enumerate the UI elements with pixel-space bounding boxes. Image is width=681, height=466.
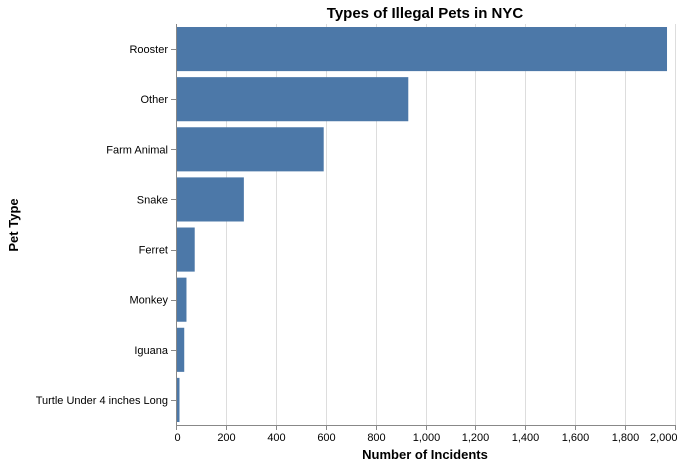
x-tick-label: 1,000 [413,432,441,444]
x-axis-title: Number of Incidents [362,447,488,462]
x-tick-label: 400 [267,432,285,444]
bar [176,277,187,322]
y-tick-label: Farm Animal [106,144,168,156]
x-tick-label: 1,800 [612,432,640,444]
y-tick-label: Iguana [134,345,169,357]
bars [176,27,668,422]
bar [176,127,324,172]
y-axis-title: Pet Type [6,198,21,251]
x-tick-label: 600 [317,432,335,444]
bar [176,27,668,72]
x-tick-label: 1,600 [562,432,590,444]
bar [176,177,244,222]
x-tick-label: 1,400 [512,432,540,444]
bar [176,227,195,272]
y-tick-label: Turtle Under 4 inches Long [36,395,168,407]
chart-title: Types of Illegal Pets in NYC [327,5,524,22]
x-tick-label: 800 [367,432,385,444]
y-tick-label: Ferret [139,245,168,257]
x-tick-label: 0 [175,432,181,444]
y-tick-label: Monkey [129,295,168,307]
bar [176,377,180,422]
y-tick-label: Other [140,94,168,106]
axes: Rooster Other Farm Animal Snake Ferret Monkey… [36,24,678,444]
x-tick-label: 1,200 [462,432,490,444]
bar [176,77,409,122]
x-tick-label: 200 [217,432,235,444]
bar [176,327,185,372]
x-tick-label: 2,000 [650,432,678,444]
y-tick-label: Snake [137,194,168,206]
y-tick-label: Rooster [129,44,168,56]
